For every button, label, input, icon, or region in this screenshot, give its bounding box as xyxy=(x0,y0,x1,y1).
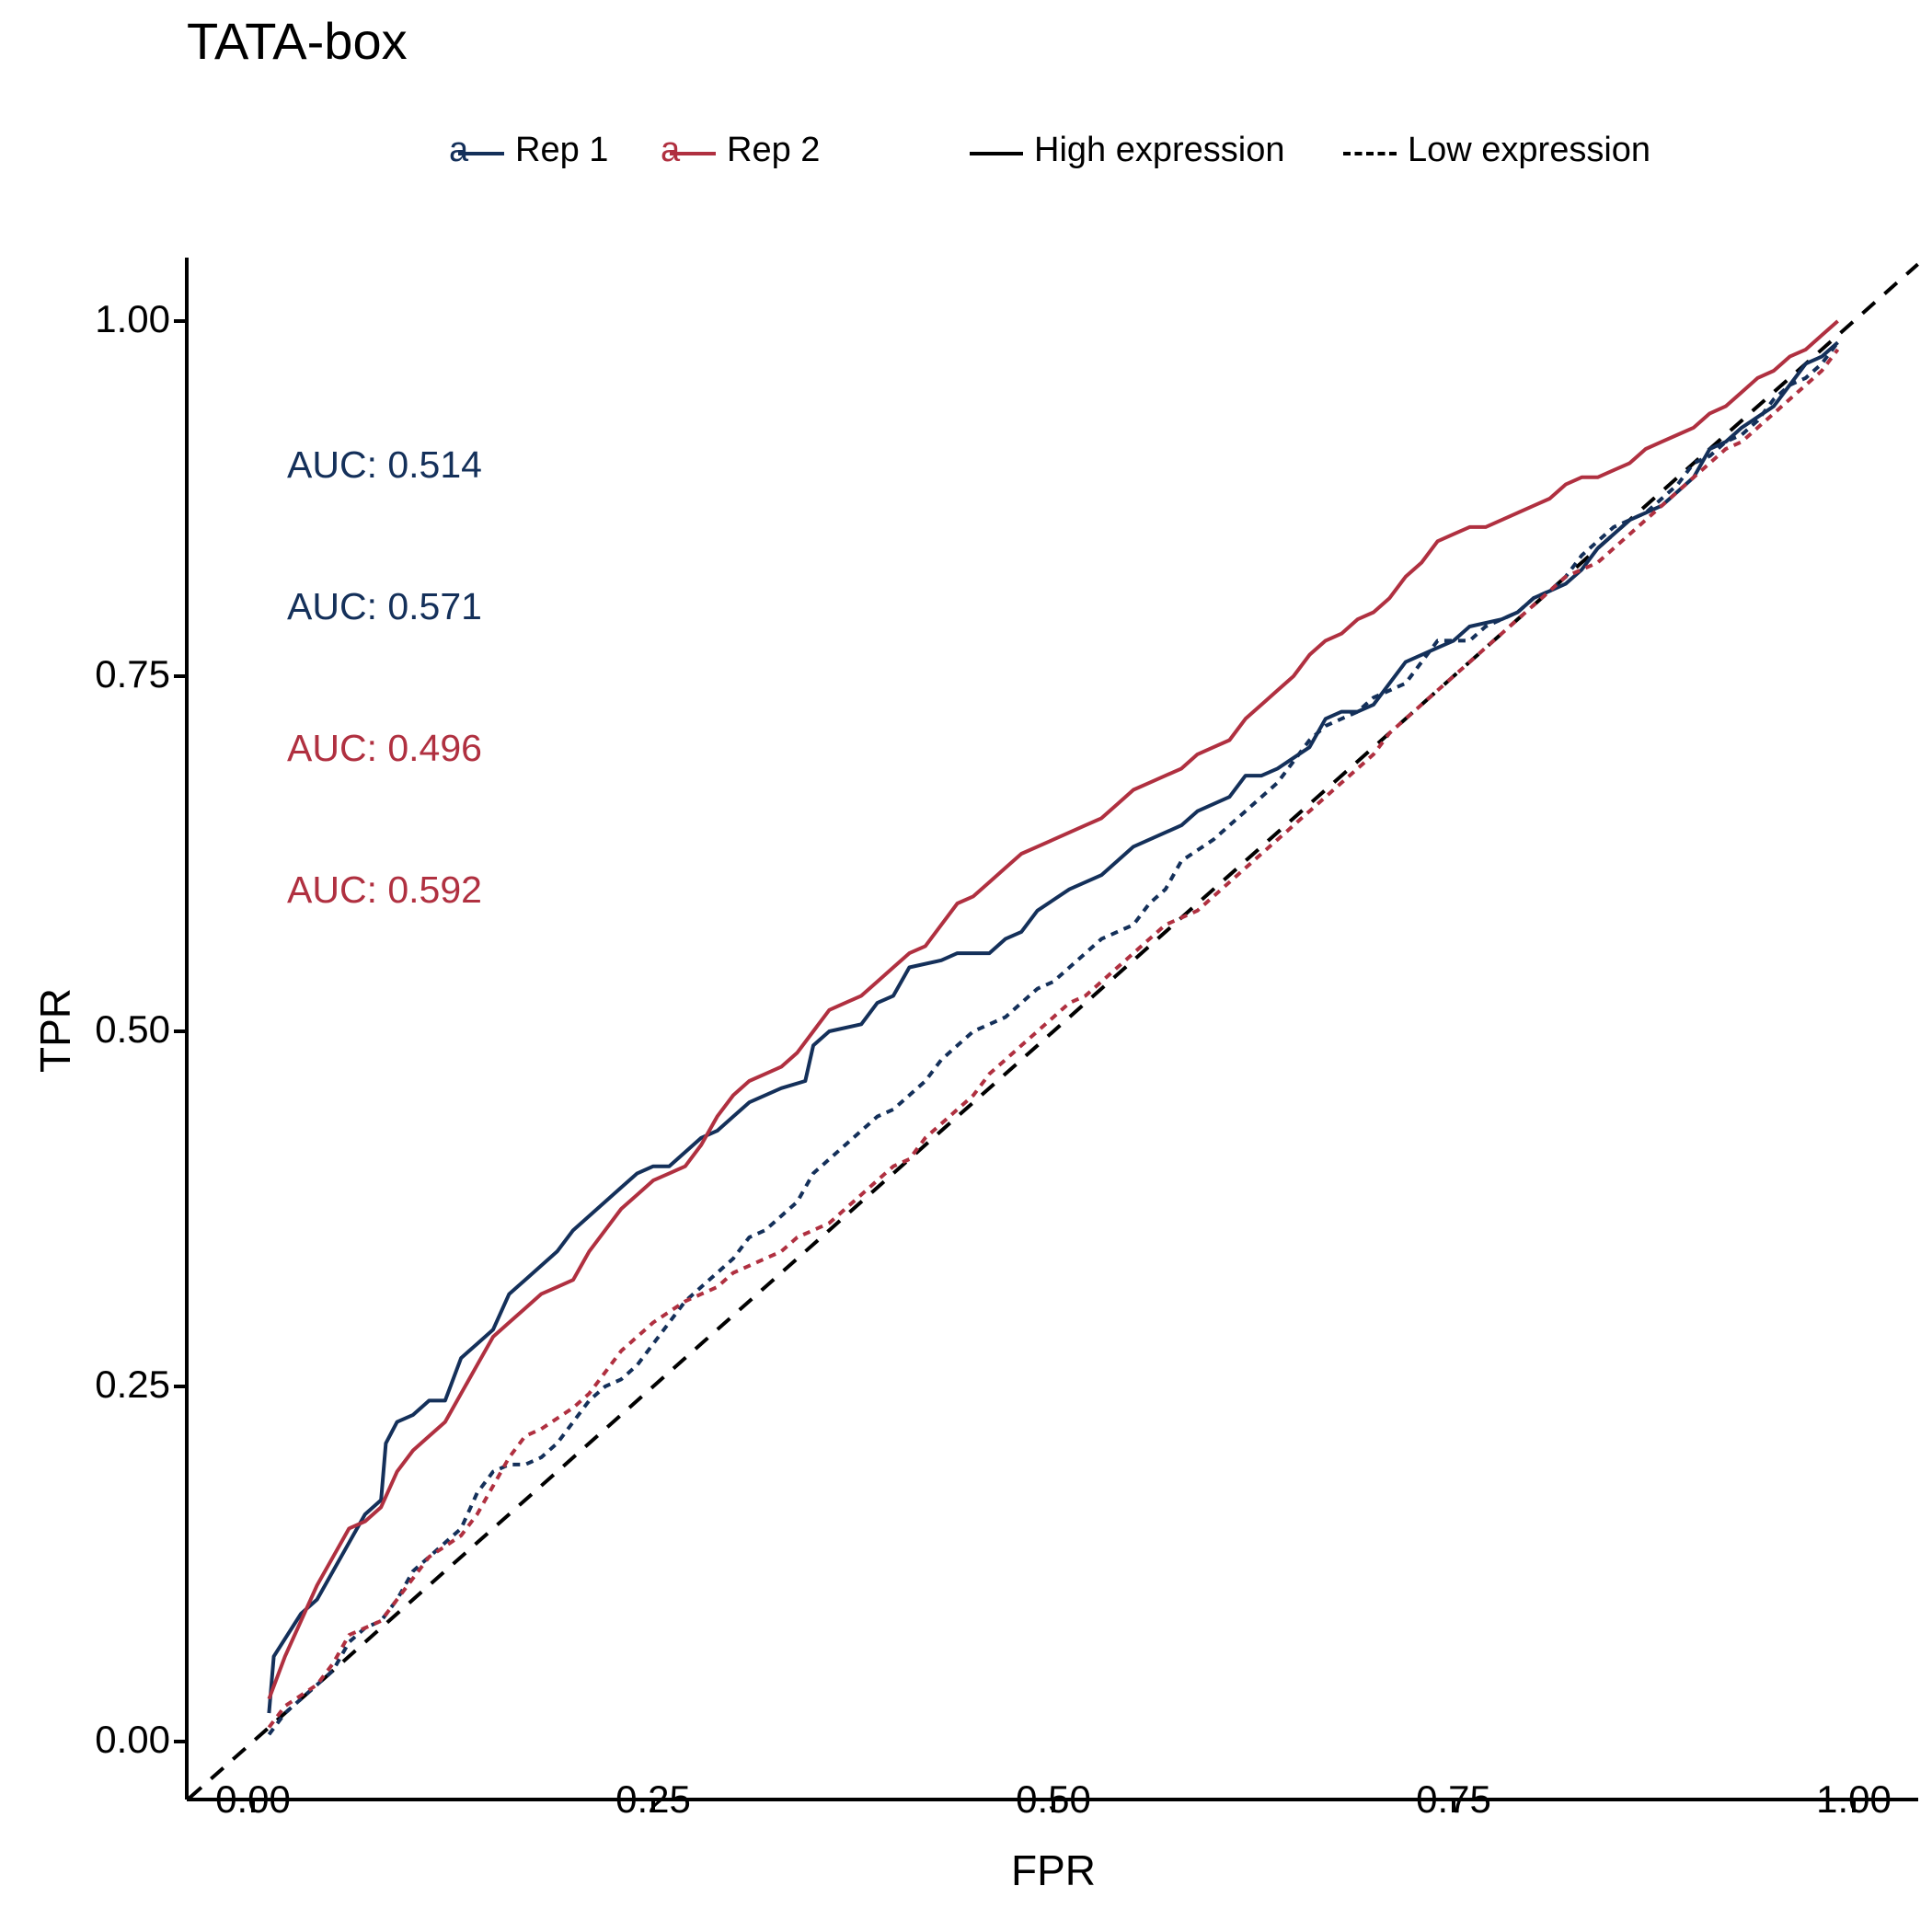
y-tick-label: 0.75 xyxy=(95,652,170,696)
legend-key-rep-2: a xyxy=(661,127,716,173)
y-tick-label: 0.25 xyxy=(95,1363,170,1406)
auc-label-1: AUC: 0.514 xyxy=(287,443,482,486)
chart-title: TATA-box xyxy=(187,12,408,70)
legend-key-rep-1: a xyxy=(449,127,504,173)
legend-line-solid xyxy=(970,152,1023,155)
y-axis-label: TPR xyxy=(31,988,79,1073)
legend-label-rep-1: Rep 1 xyxy=(515,130,609,169)
legend-item-high-expression: High expression xyxy=(968,127,1284,173)
legend-glyph-rep-2: a xyxy=(661,131,681,169)
series-line-rep-2-low-expression xyxy=(267,348,1840,1729)
legend-label-high-expression: High expression xyxy=(1034,130,1285,169)
y-tick-label: 1.00 xyxy=(95,297,170,340)
x-axis-label: FPR xyxy=(1011,1846,1096,1894)
y-tick-label: 0.00 xyxy=(95,1718,170,1761)
axes xyxy=(174,258,1918,1812)
series-line-rep-1-high-expression xyxy=(267,340,1839,1714)
series-layer xyxy=(188,262,1919,1800)
series-line-rep-1-low-expression xyxy=(267,340,1840,1736)
x-tick-label: 0.50 xyxy=(1016,1777,1091,1821)
y-tick-label: 0.50 xyxy=(95,1007,170,1051)
x-tick-label: 0.25 xyxy=(615,1777,691,1821)
reference-diagonal-line xyxy=(188,262,1919,1800)
x-tick-label: 0.75 xyxy=(1416,1777,1491,1821)
legend-key-low-expression xyxy=(1341,127,1397,173)
legend-line-rep-2 xyxy=(670,152,716,155)
legend-label-rep-2: Rep 2 xyxy=(727,130,821,169)
legend-line-dotted xyxy=(1343,152,1397,155)
x-tick-label: 1.00 xyxy=(1816,1777,1892,1821)
legend-key-high-expression xyxy=(968,127,1023,173)
legend-label-low-expression: Low expression xyxy=(1408,130,1651,169)
auc-label-3: AUC: 0.496 xyxy=(287,727,482,769)
series-line-rep-2-high-expression xyxy=(267,319,1839,1700)
auc-label-4: AUC: 0.592 xyxy=(287,868,482,911)
x-tick-label: 0.00 xyxy=(215,1777,291,1821)
auc-label-2: AUC: 0.571 xyxy=(287,585,482,627)
legend-line-rep-1 xyxy=(458,152,504,155)
legend-item-rep-2: a Rep 2 xyxy=(661,127,820,173)
legend-glyph-rep-1: a xyxy=(449,131,469,169)
legend-item-low-expression: Low expression xyxy=(1341,127,1650,173)
legend-item-rep-1: a Rep 1 xyxy=(449,127,608,173)
